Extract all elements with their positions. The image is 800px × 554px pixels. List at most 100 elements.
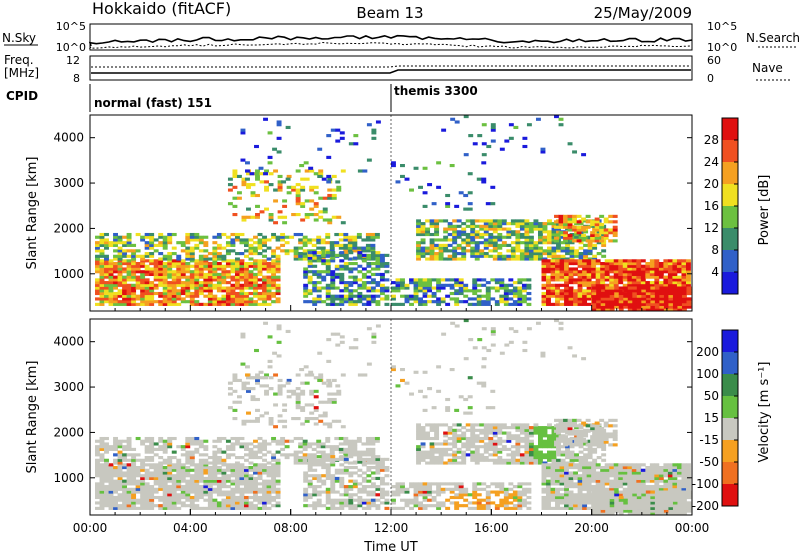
power-cell [436,286,442,290]
velocity-cell [262,504,267,508]
velocity-cell [515,461,521,465]
velocity-cell [370,482,376,486]
velocity-cell [257,450,263,454]
power-cell [149,270,155,274]
power-cell [126,235,132,239]
power-cell [499,283,505,287]
velocity-cell [370,453,376,457]
power-cell [334,302,340,306]
velocity-cell [189,439,195,443]
power-cell [422,294,428,298]
velocity-cell [420,434,426,438]
velocity-cell [316,479,322,483]
velocity-cell [216,447,222,451]
velocity-cell [416,436,421,441]
power-cell [546,294,551,298]
power-cell [488,238,494,242]
power-cell [167,300,173,304]
power-cell [244,243,249,247]
velocity-cell [149,445,155,449]
power-cell [577,300,583,304]
power-cell [627,262,633,266]
velocity-cell [348,498,354,502]
power-cell [263,172,268,176]
velocity-cell [198,493,204,497]
velocity-cell [99,439,105,443]
power-cell [452,227,458,231]
power-cell [264,169,269,173]
velocity-cell [162,485,168,489]
power-cell [285,125,291,130]
velocity-cell [447,447,453,451]
velocity-cell [592,447,598,451]
power-cell [275,297,281,301]
power-cell [631,259,637,263]
velocity-cell [95,463,100,467]
velocity-cell [234,476,240,481]
power-cell [362,169,368,173]
velocity-cell [262,453,267,457]
power-cell [264,188,269,192]
velocity-cell [230,479,236,483]
power-cell [313,202,319,206]
power-cell [239,302,245,306]
power-cell [171,300,177,304]
power-cell [533,241,539,245]
power-cell [325,241,331,245]
velocity-cell [325,495,331,500]
velocity-cell [574,426,580,430]
power-cell [517,297,523,301]
velocity-cell [311,453,317,457]
power-cell [126,294,132,298]
velocity-cell [330,498,336,502]
power-cell [198,302,204,306]
power-cell [282,199,288,203]
power-cell [99,238,105,242]
velocity-cell [501,431,507,435]
power-cell [618,275,624,279]
power-cell [320,238,326,242]
power-cell [490,202,496,206]
power-cell [649,281,655,285]
power-cell [503,302,509,306]
velocity-cell [481,482,487,486]
power-cell [454,291,460,296]
velocity-cell [556,453,561,457]
power-cell [348,275,354,279]
power-cell [126,241,132,245]
power-cell [645,283,651,287]
velocity-cell [348,466,354,470]
power-cell [627,297,633,301]
velocity-cell [400,378,405,383]
power-colorbar-swatch [722,184,738,207]
power-cell [434,252,440,256]
power-cell [357,270,363,274]
power-cell [108,275,114,279]
power-cell [108,283,114,287]
velocity-cell [343,490,349,494]
velocity-cell [357,457,363,461]
velocity-cell [461,461,467,465]
power-cell [434,238,440,242]
power-cell [447,243,453,247]
power-cell [268,213,274,217]
velocity-cell [361,461,367,465]
power-cell [135,283,141,287]
power-cell [528,246,534,250]
power-cell [313,204,319,208]
power-cell [676,278,682,282]
velocity-cell [456,439,462,443]
velocity-cell [320,453,326,457]
velocity-cell [492,442,498,446]
power-cell [203,259,209,263]
power-cell [135,275,141,279]
power-cell [568,275,574,279]
velocity-cell [244,447,249,451]
velocity-cell [131,495,137,500]
power-cell [230,232,236,237]
power-cell [126,264,132,268]
velocity-cell [334,498,340,502]
power-cell [558,123,564,127]
power-cell [108,291,114,296]
velocity-cell [140,482,146,486]
